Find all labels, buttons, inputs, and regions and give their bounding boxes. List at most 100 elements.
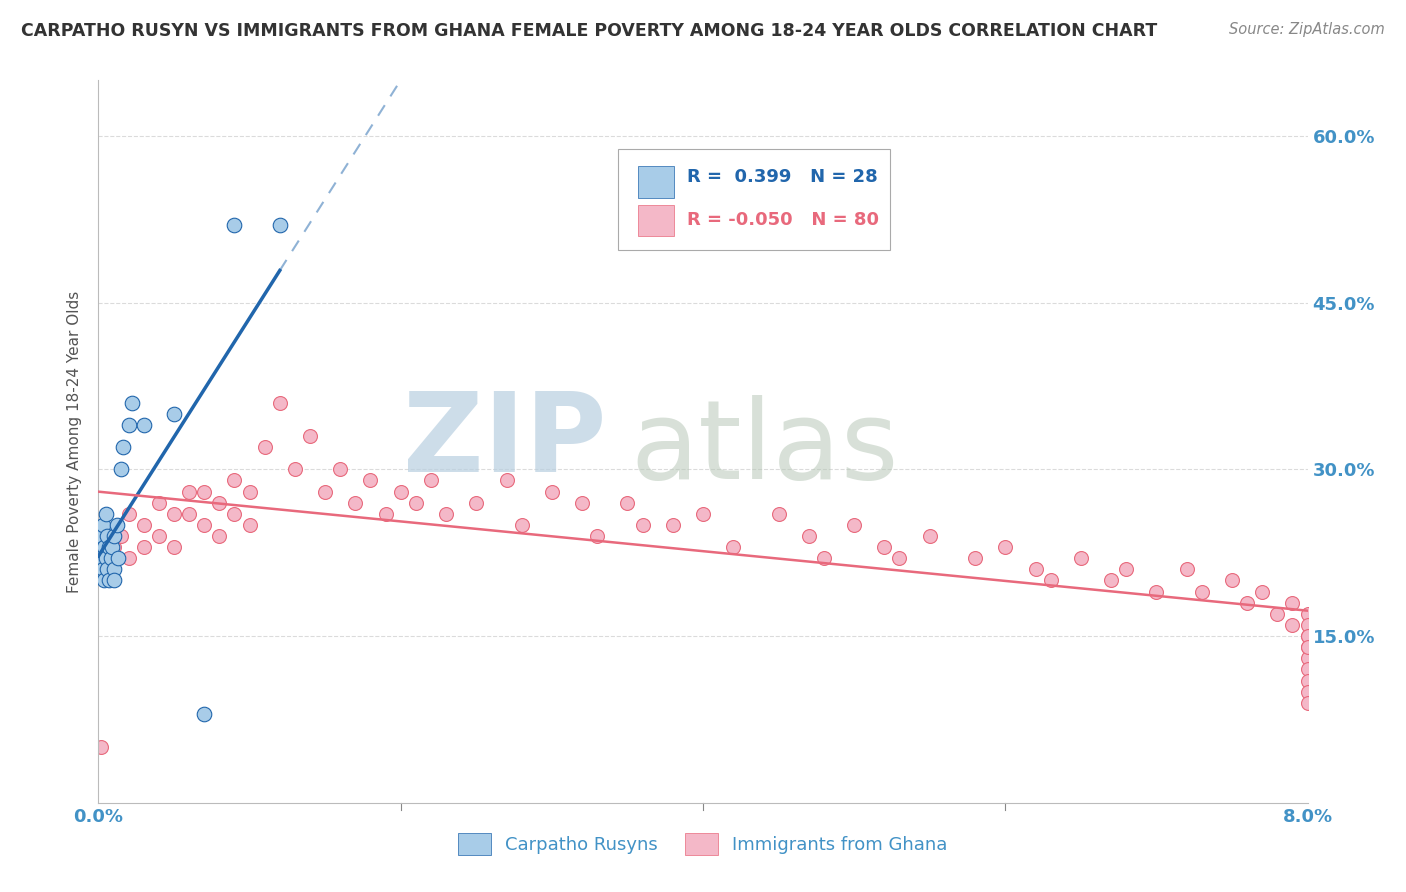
Point <box>132 540 155 554</box>
Point <box>1296 696 1319 710</box>
Point <box>723 540 745 554</box>
Point <box>96 529 118 543</box>
Point <box>90 529 112 543</box>
Point <box>118 551 141 566</box>
Point <box>889 551 911 566</box>
Point <box>111 440 134 454</box>
Point <box>163 540 186 554</box>
Point <box>103 540 125 554</box>
Point <box>179 484 201 499</box>
Point <box>284 462 307 476</box>
Point <box>110 462 132 476</box>
Point <box>813 551 835 566</box>
FancyBboxPatch shape <box>638 204 673 236</box>
Point <box>1296 618 1319 632</box>
Point <box>586 529 609 543</box>
Point <box>269 218 291 232</box>
Point <box>208 496 231 510</box>
Point <box>224 218 246 232</box>
Point <box>329 462 352 476</box>
Point <box>91 562 114 576</box>
Point <box>314 484 336 499</box>
Text: ZIP: ZIP <box>404 388 606 495</box>
Point <box>389 484 412 499</box>
Legend: Carpatho Rusyns, Immigrants from Ghana: Carpatho Rusyns, Immigrants from Ghana <box>451 826 955 863</box>
Point <box>107 551 129 566</box>
Point <box>100 551 122 566</box>
Point <box>121 395 143 409</box>
Point <box>105 517 128 532</box>
Point <box>1039 574 1062 588</box>
Point <box>1296 640 1319 655</box>
Point <box>1296 640 1319 655</box>
Point <box>118 417 141 432</box>
Point <box>616 496 638 510</box>
Point <box>495 474 517 488</box>
Point <box>1281 596 1303 610</box>
Point <box>103 574 125 588</box>
Text: CARPATHO RUSYN VS IMMIGRANTS FROM GHANA FEMALE POVERTY AMONG 18-24 YEAR OLDS COR: CARPATHO RUSYN VS IMMIGRANTS FROM GHANA … <box>21 22 1157 40</box>
Point <box>1070 551 1092 566</box>
Point <box>118 507 141 521</box>
Point <box>918 529 941 543</box>
Point <box>661 517 683 532</box>
Text: R =  0.399   N = 28: R = 0.399 N = 28 <box>688 168 877 186</box>
Point <box>94 507 117 521</box>
Point <box>1220 574 1243 588</box>
Point <box>269 395 291 409</box>
Point <box>1281 618 1303 632</box>
FancyBboxPatch shape <box>638 166 673 198</box>
Point <box>90 740 112 755</box>
Point <box>344 496 367 510</box>
Point <box>1296 629 1319 643</box>
Point <box>1296 662 1319 676</box>
Point <box>1267 607 1289 621</box>
Point <box>208 529 231 543</box>
Point <box>224 474 246 488</box>
Point <box>93 540 115 554</box>
Point <box>1296 629 1319 643</box>
Point <box>1115 562 1137 576</box>
Point <box>103 529 125 543</box>
Point <box>94 551 117 566</box>
Point <box>768 507 790 521</box>
Point <box>692 507 714 521</box>
Text: R = -0.050   N = 80: R = -0.050 N = 80 <box>688 211 879 229</box>
Point <box>239 517 262 532</box>
Point <box>374 507 396 521</box>
Point <box>103 562 125 576</box>
Point <box>1296 673 1319 688</box>
Point <box>98 540 121 554</box>
Point <box>163 407 186 421</box>
Point <box>844 517 866 532</box>
Point <box>110 529 132 543</box>
Point <box>239 484 262 499</box>
Point <box>1296 607 1319 621</box>
Point <box>465 496 488 510</box>
Text: atlas: atlas <box>630 395 898 502</box>
Text: Source: ZipAtlas.com: Source: ZipAtlas.com <box>1229 22 1385 37</box>
Point <box>1236 596 1258 610</box>
Y-axis label: Female Poverty Among 18-24 Year Olds: Female Poverty Among 18-24 Year Olds <box>67 291 83 592</box>
Point <box>1251 584 1274 599</box>
Point <box>1191 584 1213 599</box>
Point <box>96 562 118 576</box>
Point <box>179 507 201 521</box>
Point <box>101 540 124 554</box>
Point <box>91 517 114 532</box>
Point <box>571 496 593 510</box>
Point <box>193 706 215 721</box>
FancyBboxPatch shape <box>619 149 890 250</box>
Point <box>873 540 896 554</box>
Point <box>420 474 443 488</box>
Point <box>1175 562 1198 576</box>
Point <box>299 429 322 443</box>
Point <box>93 574 115 588</box>
Point <box>224 507 246 521</box>
Point <box>98 574 121 588</box>
Point <box>148 496 170 510</box>
Point <box>193 517 215 532</box>
Point <box>148 529 170 543</box>
Point <box>1296 651 1319 665</box>
Point <box>132 517 155 532</box>
